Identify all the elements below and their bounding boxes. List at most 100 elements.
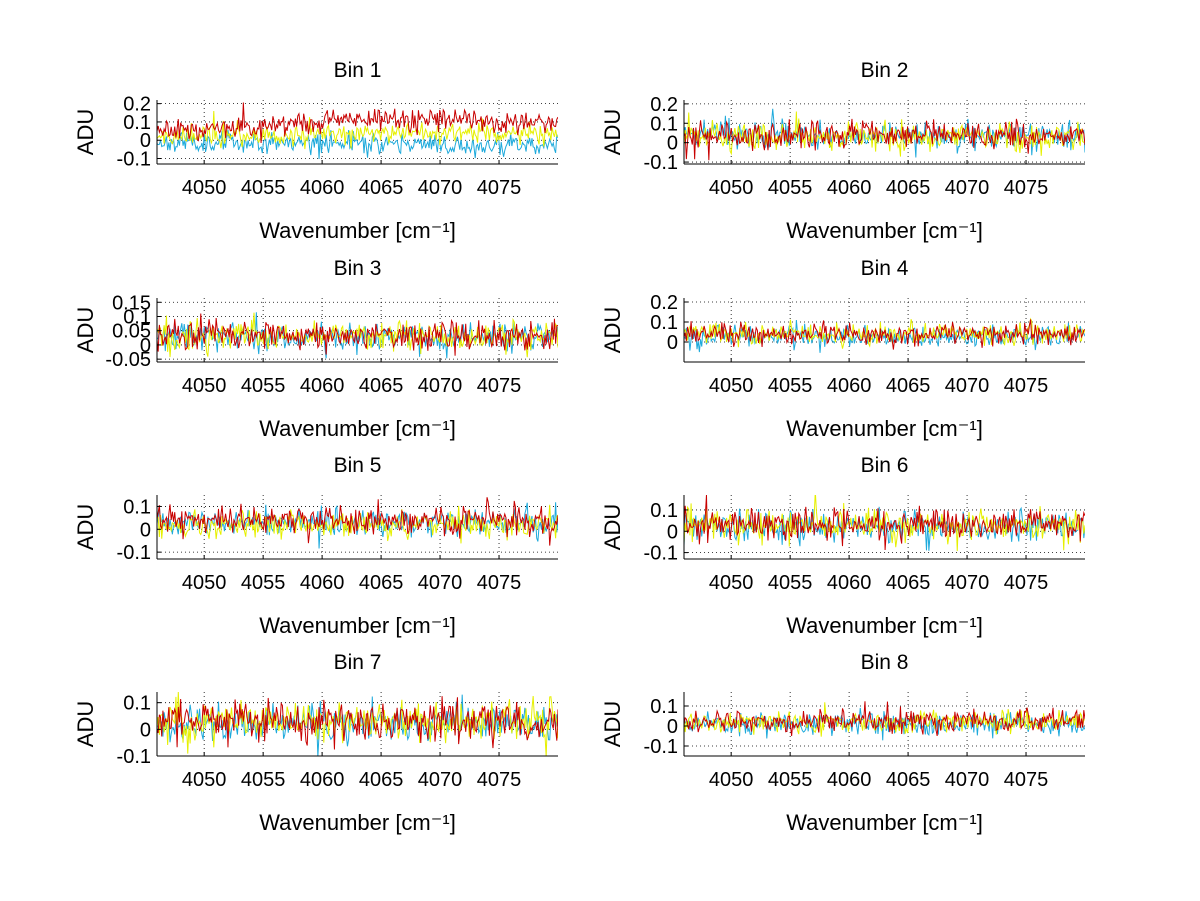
x-axis-label: Wavenumber [cm⁻¹] <box>786 810 983 835</box>
x-tick-label: 4070 <box>945 769 990 791</box>
x-tick-label: 4065 <box>359 375 404 397</box>
y-axis-label: ADU <box>600 109 625 155</box>
subplot-title: Bin 5 <box>334 454 382 477</box>
series-line-3 <box>684 319 1085 350</box>
x-tick-label: 4060 <box>827 572 872 594</box>
y-tick-label: 0 <box>667 521 678 543</box>
series-line-3 <box>157 102 558 144</box>
x-tick-label: 4055 <box>241 375 286 397</box>
subplot-bin-4: Bin 4 4050 4055 4060 4065 4070 4075 00.10.2 ADU W… <box>600 257 1085 441</box>
y-axis-label: ADU <box>73 701 98 747</box>
series-line-3 <box>157 696 558 750</box>
x-axis-label: Wavenumber [cm⁻¹] <box>259 416 456 441</box>
x-tick-label: 4050 <box>709 375 754 397</box>
x-tick-label: 4060 <box>827 769 872 791</box>
subplot-title: Bin 1 <box>334 59 382 82</box>
x-tick-label: 4065 <box>886 177 931 199</box>
x-tick-label: 4065 <box>886 375 931 397</box>
series-line-1 <box>684 707 1085 741</box>
y-axis-label: ADU <box>600 307 625 353</box>
y-axis-label: ADU <box>73 109 98 155</box>
x-tick-label: 4050 <box>709 769 754 791</box>
x-axis-label: Wavenumber [cm⁻¹] <box>786 416 983 441</box>
y-tick-label: 0.05 <box>112 321 151 343</box>
x-tick-label: 4075 <box>1004 769 1049 791</box>
subplot-title: Bin 3 <box>334 257 382 280</box>
x-tick-label: 4060 <box>300 769 345 791</box>
subplot-title: Bin 2 <box>861 59 909 82</box>
subplot-bin-7: Bin 7 4050 4055 4060 4065 4070 4075 -0.1 0 0.1 ADU… <box>73 651 558 835</box>
x-tick-label: 4065 <box>359 769 404 791</box>
x-tick-label: 4055 <box>768 572 813 594</box>
y-tick-label: 0 <box>140 519 151 541</box>
y-axis-label: ADU <box>600 504 625 550</box>
y-tick-label: -0.05 <box>105 349 151 371</box>
x-tick-label: 4070 <box>418 375 463 397</box>
subplot-title: Bin 8 <box>861 651 909 674</box>
x-tick-label: 4075 <box>1004 572 1049 594</box>
x-tick-label: 4060 <box>300 177 345 199</box>
x-tick-label: 4075 <box>477 177 522 199</box>
x-tick-label: 4055 <box>241 769 286 791</box>
y-tick-label: -0.1 <box>644 736 678 758</box>
subplot-title: Bin 6 <box>861 454 909 477</box>
y-tick-label: 0 <box>140 335 151 357</box>
y-tick-label: -0.1 <box>117 542 151 564</box>
subplot-title: Bin 7 <box>334 651 382 674</box>
y-tick-label: 0.1 <box>650 696 678 718</box>
y-tick-label: -0.1 <box>644 152 678 174</box>
x-tick-label: 4055 <box>241 177 286 199</box>
series-line-1 <box>157 312 558 359</box>
subplot-bin-1: Bin 1 4050 4055 4060 4065 4070 4075 -0.100.10.2… <box>73 59 558 243</box>
series-line-2 <box>157 110 558 150</box>
series-line-3 <box>157 313 558 356</box>
series-line-3 <box>684 495 1085 551</box>
x-tick-label: 4060 <box>827 177 872 199</box>
x-tick-label: 4075 <box>477 375 522 397</box>
series-line-3 <box>684 118 1085 161</box>
y-tick-label: 0.1 <box>650 312 678 334</box>
x-tick-label: 4055 <box>768 769 813 791</box>
x-tick-label: 4055 <box>768 375 813 397</box>
y-tick-label: -0.1 <box>117 149 151 171</box>
subplot-bin-2: Bin 2 4050 4055 4060 4065 4070 4075 -0.100.10.2… <box>600 59 1085 243</box>
y-axis-label: ADU <box>73 504 98 550</box>
x-axis-label: Wavenumber [cm⁻¹] <box>259 810 456 835</box>
x-tick-label: 4060 <box>300 572 345 594</box>
x-tick-label: 4060 <box>300 375 345 397</box>
y-tick-label: 0 <box>667 133 678 155</box>
series-line-1 <box>157 129 558 160</box>
x-tick-label: 4070 <box>418 572 463 594</box>
subplot-title: Bin 4 <box>861 257 909 280</box>
y-tick-label: 0.2 <box>650 94 678 116</box>
x-tick-label: 4055 <box>768 177 813 199</box>
subplot-bin-8: Bin 8 4050 4055 4060 4065 4070 4075 -0.100.1 ADU… <box>600 651 1085 835</box>
x-tick-label: 4050 <box>709 572 754 594</box>
x-tick-label: 4075 <box>1004 375 1049 397</box>
x-tick-label: 4070 <box>945 572 990 594</box>
y-tick-label: 0.1 <box>123 112 151 134</box>
x-tick-label: 4070 <box>418 177 463 199</box>
y-tick-label: -0.1 <box>644 543 678 565</box>
y-tick-label: 0.1 <box>123 306 151 328</box>
x-axis-label: Wavenumber [cm⁻¹] <box>259 218 456 243</box>
x-tick-label: 4050 <box>182 572 227 594</box>
x-tick-label: 4065 <box>359 572 404 594</box>
x-tick-label: 4070 <box>945 375 990 397</box>
series-line-3 <box>157 497 558 546</box>
y-tick-label: 0 <box>140 130 151 152</box>
x-tick-label: 4050 <box>182 769 227 791</box>
y-tick-label: 0 <box>140 719 151 741</box>
x-tick-label: 4075 <box>1004 177 1049 199</box>
x-tick-label: 4065 <box>886 769 931 791</box>
y-tick-label: 0 <box>667 716 678 738</box>
series-line-3 <box>684 701 1085 737</box>
x-axis-label: Wavenumber [cm⁻¹] <box>786 218 983 243</box>
y-tick-label: 0 <box>667 332 678 354</box>
x-axis-label: Wavenumber [cm⁻¹] <box>259 613 456 638</box>
y-tick-label: 0.2 <box>650 292 678 314</box>
y-tick-label: 0.1 <box>123 496 151 518</box>
x-tick-label: 4055 <box>241 572 286 594</box>
